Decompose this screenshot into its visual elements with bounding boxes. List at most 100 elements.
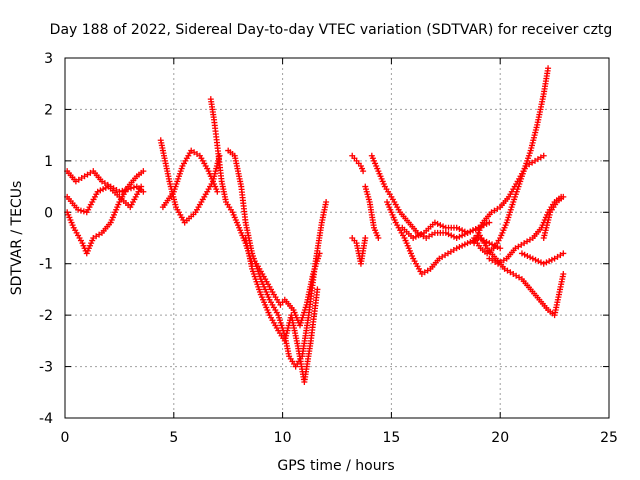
data-point — [545, 65, 552, 72]
data-point-fill — [535, 258, 542, 265]
data-point-fill — [467, 228, 474, 235]
data-point — [453, 245, 460, 252]
data-point — [362, 235, 369, 241]
data-point — [540, 152, 547, 159]
data-point — [410, 235, 417, 241]
data-point — [75, 206, 82, 213]
series-track-G — [225, 147, 330, 370]
series-track-J — [349, 152, 367, 175]
series-track-D — [157, 137, 223, 226]
y-tick-label: -3 — [39, 360, 53, 376]
data-point-fill — [521, 251, 528, 258]
data-point-fill — [543, 259, 550, 266]
data-point — [375, 235, 382, 241]
data-point — [560, 250, 567, 257]
x-tick-label: 0 — [61, 430, 70, 446]
data-point-fill — [119, 187, 126, 194]
y-tick-label: 3 — [44, 51, 53, 67]
y-tick-label: -4 — [39, 411, 53, 427]
data-point-fill — [97, 187, 104, 194]
series-track-I — [253, 250, 323, 329]
data-point — [316, 250, 323, 257]
x-axis-label: GPS time / hours — [277, 458, 394, 474]
data-point-fill — [100, 186, 107, 193]
data-point — [453, 235, 460, 241]
data-point — [314, 286, 321, 293]
data-point — [464, 229, 471, 236]
data-point — [140, 168, 147, 175]
data-point-fill — [527, 254, 534, 261]
data-point — [486, 219, 493, 226]
data-point-fill — [461, 241, 468, 248]
series-track-S — [475, 229, 567, 319]
series-track-U — [540, 193, 567, 241]
data-point-fill — [456, 226, 463, 232]
data-point — [323, 199, 330, 205]
data-point-fill — [450, 233, 457, 240]
series-track-H — [242, 235, 321, 385]
data-point — [94, 188, 101, 195]
data-point-fill — [130, 184, 137, 191]
data-point-fill — [459, 242, 466, 249]
series-track-K — [349, 235, 369, 267]
x-tick-label: 25 — [600, 430, 618, 446]
data-point — [497, 245, 504, 252]
data-point-fill — [102, 184, 109, 191]
data-point-fill — [459, 232, 466, 239]
data-point — [518, 250, 525, 257]
y-tick-label: -2 — [39, 308, 53, 324]
data-point-fill — [418, 231, 425, 238]
x-tick-label: 5 — [169, 430, 178, 446]
data-point — [431, 219, 438, 226]
series-track-M — [368, 152, 482, 241]
data-point — [138, 183, 145, 190]
data-point-fill — [80, 208, 87, 215]
data-point-fill — [524, 253, 531, 259]
data-point-fill — [532, 256, 539, 263]
data-point-fill — [461, 228, 468, 235]
series-track-P — [471, 65, 552, 257]
data-point-fill — [546, 258, 553, 265]
data-point-fill — [415, 232, 422, 239]
x-tick-label: 20 — [491, 430, 509, 446]
y-axis-label: SDTVAR / TECUs — [9, 181, 25, 296]
y-tick-label: 2 — [44, 102, 53, 118]
tick-layer: 0 5 10 15 20 25 -4 -3 -2 -1 0 1 2 3 — [39, 51, 618, 446]
series-layer — [64, 65, 567, 385]
series-track-E — [159, 147, 221, 211]
data-point — [116, 188, 123, 195]
data-point-fill — [437, 222, 444, 229]
data-point-fill — [459, 227, 466, 234]
data-point-fill — [445, 231, 452, 238]
chart-title: Day 188 of 2022, Sidereal Day-to-day VTE… — [50, 22, 613, 38]
data-point-fill — [77, 207, 84, 214]
y-tick-label: -1 — [39, 257, 53, 273]
data-point-fill — [412, 233, 419, 240]
x-tick-label: 15 — [382, 430, 400, 446]
y-tick-label: 1 — [44, 154, 53, 170]
x-tick-label: 10 — [274, 430, 292, 446]
data-point-fill — [472, 226, 479, 232]
data-point — [560, 271, 567, 277]
data-point-fill — [440, 223, 447, 230]
grid-layer — [65, 58, 609, 418]
data-point-fill — [489, 241, 496, 248]
series-track-T — [518, 250, 567, 267]
plot-frame — [64, 57, 610, 419]
data-point-fill — [467, 238, 474, 245]
data-point-fill — [538, 259, 544, 266]
data-point — [529, 255, 536, 262]
data-point — [464, 240, 471, 247]
data-point-fill — [456, 233, 463, 240]
data-point — [214, 188, 221, 195]
data-point-fill — [434, 220, 441, 227]
data-point-fill — [548, 256, 555, 263]
data-point — [540, 260, 547, 267]
data-point — [442, 229, 449, 236]
y-tick-label: 0 — [44, 205, 53, 221]
data-point-fill — [448, 232, 455, 239]
data-point — [360, 168, 367, 175]
data-point-fill — [470, 227, 476, 234]
data-point-fill — [483, 220, 490, 227]
